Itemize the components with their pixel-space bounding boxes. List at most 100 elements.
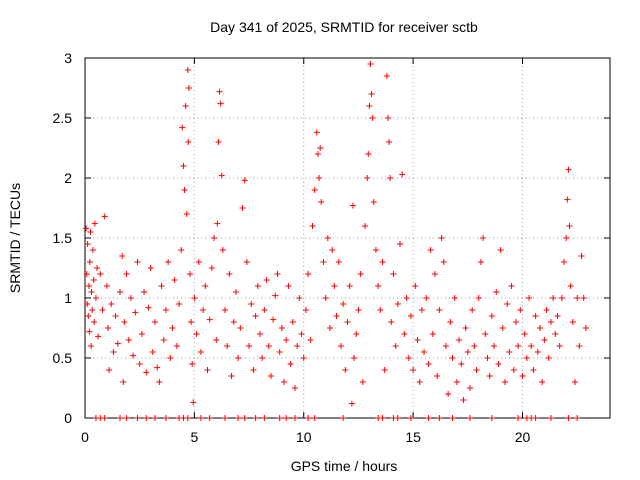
data-point (423, 295, 430, 301)
data-point (92, 295, 99, 301)
data-point (401, 331, 408, 337)
data-point (526, 295, 533, 301)
data-point (182, 103, 189, 109)
data-point (517, 307, 524, 313)
data-point (232, 289, 239, 295)
data-point (216, 88, 223, 95)
data-point (337, 343, 344, 349)
data-point (165, 259, 172, 265)
data-point (318, 199, 325, 205)
data-point (367, 61, 374, 67)
data-point (267, 373, 274, 379)
data-point (427, 247, 434, 253)
data-point (193, 331, 200, 337)
data-point (149, 349, 156, 355)
data-point (120, 379, 127, 385)
data-point (224, 343, 231, 349)
data-point (121, 319, 128, 325)
data-point (537, 325, 543, 331)
data-point (403, 295, 410, 301)
data-point (89, 247, 96, 253)
data-point (486, 373, 493, 379)
data-point (84, 241, 91, 247)
data-point (108, 301, 115, 307)
data-point (156, 379, 163, 385)
data-point (219, 247, 226, 253)
data-point (324, 235, 331, 241)
data-point (407, 313, 414, 319)
data-point (407, 415, 414, 421)
data-point (197, 349, 204, 355)
data-point (366, 103, 373, 109)
data-point (543, 307, 550, 313)
data-point (488, 415, 495, 421)
data-point (534, 349, 541, 355)
data-point (521, 331, 528, 337)
data-point (541, 337, 548, 343)
data-point (305, 271, 312, 277)
data-point (195, 259, 202, 265)
data-point (270, 316, 277, 323)
data-point (276, 415, 283, 421)
data-point (515, 343, 522, 349)
data-point (563, 235, 570, 241)
data-point (394, 301, 401, 307)
y-tick-label: 0 (64, 410, 72, 426)
data-point (344, 319, 351, 325)
data-point (114, 340, 121, 347)
data-point (204, 367, 211, 373)
data-point (580, 295, 587, 301)
data-point (558, 295, 565, 301)
data-point (388, 319, 395, 325)
data-point (316, 175, 323, 181)
data-point (143, 415, 150, 421)
data-point (117, 415, 123, 421)
data-point (565, 415, 572, 421)
data-point (214, 220, 221, 227)
data-point (101, 213, 108, 220)
data-point (162, 307, 169, 313)
data-point (491, 343, 498, 349)
data-point (287, 361, 294, 367)
data-point (127, 295, 134, 301)
data-point (252, 415, 259, 421)
data-point (532, 313, 539, 319)
data-point (353, 331, 360, 337)
chart-title: Day 341 of 2025, SRMTID for receiver sct… (210, 19, 478, 35)
data-point (88, 289, 95, 295)
y-tick-label: 2 (64, 170, 72, 186)
data-point (254, 283, 261, 289)
data-point (222, 307, 228, 313)
data-point (317, 145, 324, 151)
data-point (504, 301, 511, 307)
data-point (480, 235, 487, 241)
data-point (183, 211, 190, 217)
data-point (547, 319, 554, 325)
data-point (357, 271, 364, 277)
data-point (499, 325, 506, 331)
data-point (506, 349, 513, 355)
data-point (185, 85, 192, 91)
data-point (160, 337, 167, 343)
data-point (237, 325, 244, 331)
data-point (578, 253, 585, 259)
data-point (335, 259, 342, 265)
data-point (85, 313, 92, 319)
data-point (340, 415, 347, 421)
data-point (261, 307, 268, 313)
data-point (257, 331, 263, 337)
x-axis-label: GPS time / hours (291, 458, 398, 474)
data-point (547, 415, 554, 421)
data-point (84, 301, 91, 307)
data-point (440, 259, 447, 265)
data-point (497, 247, 504, 253)
data-point (554, 313, 561, 319)
data-point (171, 277, 178, 283)
data-point (372, 247, 379, 253)
data-point (99, 307, 106, 313)
data-point (331, 283, 338, 289)
data-point (101, 415, 108, 421)
data-point (359, 379, 366, 385)
y-tick-label: 3 (64, 50, 72, 66)
data-point (83, 225, 90, 232)
